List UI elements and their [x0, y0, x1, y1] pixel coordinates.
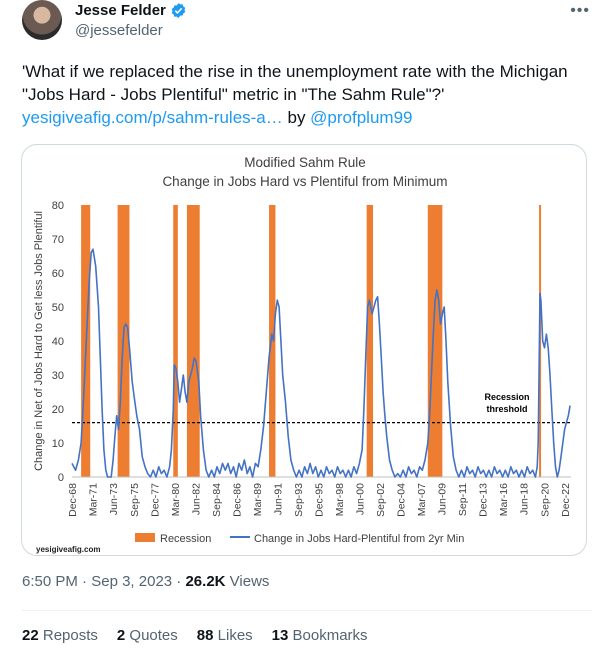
x-tick-label: Sep-93: [293, 483, 305, 517]
x-tick-label: Mar-98: [334, 483, 346, 516]
x-tick-label: Jun-00: [355, 483, 367, 515]
likes-count: 88: [196, 627, 214, 644]
y-tick-label: 40: [52, 336, 64, 348]
by-text: by: [282, 108, 311, 127]
x-tick-label: Dec-95: [313, 483, 325, 517]
x-tick-label: Sep-02: [375, 483, 387, 517]
legend-recession-label: Recession: [160, 533, 211, 545]
threshold-label: threshold: [486, 404, 527, 414]
author-name[interactable]: Jesse Felder: [75, 2, 166, 19]
x-tick-label: Dec-68: [67, 483, 79, 517]
chart-subtitle: Change in Jobs Hard vs Plentiful from Mi…: [162, 174, 447, 189]
likes-label: Likes: [217, 627, 253, 644]
reposts-stat[interactable]: 22 Reposts: [22, 627, 98, 644]
x-tick-label: Jun-18: [519, 483, 531, 515]
quotes-stat[interactable]: 2 Quotes: [117, 627, 178, 644]
y-tick-label: 10: [52, 438, 64, 450]
meta-separator: ·: [172, 573, 186, 590]
x-tick-label: Mar-89: [252, 483, 264, 516]
recession-bar: [269, 205, 276, 477]
legend-series-label: Change in Jobs Hard-Plentiful from 2yr M…: [254, 533, 464, 545]
x-tick-label: Jun-09: [437, 483, 449, 515]
y-tick-label: 50: [52, 302, 64, 314]
x-tick-label: Mar-80: [170, 483, 182, 516]
tweet-date[interactable]: Sep 3, 2023: [91, 573, 173, 590]
mention-link[interactable]: @profplum99: [310, 108, 413, 127]
x-tick-label: Mar-71: [88, 483, 100, 516]
avatar[interactable]: [22, 0, 62, 40]
y-tick-label: 60: [52, 268, 64, 280]
y-tick-label: 0: [58, 472, 64, 484]
tweet-text: 'What if we replaced the rise in the une…: [22, 60, 592, 129]
x-tick-label: Dec-04: [396, 483, 408, 517]
y-axis-label: Change in Net of Jobs Hard to Get less J…: [33, 211, 45, 471]
tweet-meta: 6:50 PM · Sep 3, 2023 · 26.2K Views: [22, 573, 269, 590]
x-tick-label: Jun-73: [108, 483, 120, 515]
x-tick-label: Jun-82: [190, 483, 202, 515]
x-tick-label: Sep-11: [457, 483, 469, 516]
more-options-icon[interactable]: •••: [570, 2, 590, 19]
bookmarks-stat[interactable]: 13 Bookmarks: [272, 627, 368, 644]
threshold-label: Recession: [484, 392, 529, 402]
x-tick-label: Mar-16: [498, 483, 510, 516]
likes-stat[interactable]: 88 Likes: [197, 627, 253, 644]
verified-badge-icon: [171, 3, 186, 18]
divider: [22, 610, 592, 611]
chart-source: yesigiveafig.com: [36, 545, 100, 554]
meta-separator: ·: [77, 573, 92, 590]
x-tick-label: Dec-86: [231, 483, 243, 517]
x-tick-label: Dec-13: [478, 483, 490, 517]
recession-bar: [186, 205, 200, 477]
author-handle[interactable]: @jessefelder: [75, 22, 163, 39]
x-tick-label: Dec-22: [560, 483, 572, 517]
series-line: [71, 248, 571, 478]
tweet-time[interactable]: 6:50 PM: [22, 573, 78, 590]
engagement-stats: 22 Reposts 2 Quotes 88 Likes 13 Bookmark…: [22, 627, 368, 644]
quotes-label: Quotes: [129, 627, 178, 644]
y-tick-label: 70: [52, 234, 64, 246]
tweet-body: 'What if we replaced the rise in the une…: [22, 62, 568, 104]
tweet-link[interactable]: yesigiveafig.com/p/sahm-rules-a…: [22, 108, 283, 127]
bookmarks-label: Bookmarks: [292, 627, 368, 644]
tweet-media-chart[interactable]: Modified Sahm Rule Change in Jobs Hard vs…: [21, 144, 587, 556]
chart-title: Modified Sahm Rule: [244, 155, 366, 170]
views-count: 26.2K: [185, 573, 226, 590]
views-label: Views: [225, 573, 270, 590]
x-tick-label: Sep-84: [211, 483, 223, 517]
recession-bar: [427, 205, 443, 477]
y-tick-label: 20: [52, 404, 64, 416]
x-tick-label: Sep-20: [539, 483, 551, 517]
author-name-row: Jesse Felder: [75, 2, 187, 19]
legend-recession-swatch: [135, 533, 155, 542]
reposts-count: 22: [22, 627, 39, 644]
chart: Modified Sahm Rule Change in Jobs Hard vs…: [33, 155, 572, 554]
recession-bar: [366, 205, 374, 477]
x-tick-label: Sep-75: [129, 483, 141, 517]
recession-bar: [173, 205, 178, 477]
bookmarks-count: 13: [271, 627, 289, 644]
quotes-count: 2: [116, 627, 126, 644]
reposts-label: Reposts: [42, 627, 98, 644]
x-tick-label: Dec-77: [149, 483, 161, 517]
y-tick-label: 30: [52, 370, 64, 382]
y-tick-label: 80: [52, 200, 64, 212]
x-tick-label: Mar-07: [416, 483, 428, 516]
x-tick-label: Jun-91: [272, 483, 284, 515]
